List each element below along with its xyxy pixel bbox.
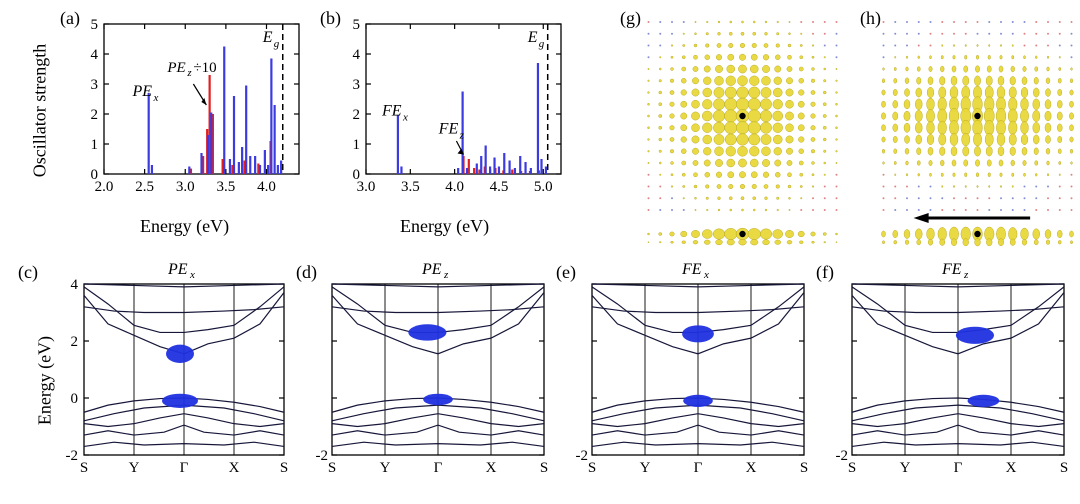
svg-text:0: 0 <box>71 391 79 407</box>
panel-h <box>875 20 1080 260</box>
letter-e: (e) <box>556 262 576 283</box>
svg-text:X: X <box>1006 460 1017 476</box>
letter-c: (c) <box>18 262 38 283</box>
svg-text:z: z <box>443 269 449 281</box>
svg-text:X: X <box>486 460 497 476</box>
svg-text:4.0: 4.0 <box>445 179 464 195</box>
svg-text:3.0: 3.0 <box>176 179 195 195</box>
svg-text:Y: Y <box>129 460 140 476</box>
svg-text:3.0: 3.0 <box>357 179 376 195</box>
svg-text:3.5: 3.5 <box>217 179 236 195</box>
xlabel-a: Energy (eV) <box>140 216 229 237</box>
svg-text:S: S <box>80 460 88 476</box>
svg-text:2: 2 <box>71 334 79 350</box>
svg-text:FE: FE <box>681 261 702 278</box>
panel-g <box>640 20 845 260</box>
svg-text:5: 5 <box>91 18 99 33</box>
svg-text:z: z <box>186 67 192 79</box>
svg-text:-2: -2 <box>836 448 849 464</box>
svg-text:2.0: 2.0 <box>95 179 114 195</box>
svg-text:E: E <box>527 29 538 46</box>
svg-text:S: S <box>848 460 856 476</box>
letter-d: (d) <box>296 262 317 283</box>
svg-text:5: 5 <box>353 18 361 33</box>
svg-text:2.5: 2.5 <box>135 179 154 195</box>
svg-text:4.0: 4.0 <box>257 179 276 195</box>
svg-text:2: 2 <box>353 107 361 123</box>
svg-text:PE: PE <box>167 261 188 278</box>
svg-text:FE: FE <box>941 261 962 278</box>
svg-text:-2: -2 <box>576 448 589 464</box>
svg-text:FE: FE <box>438 121 459 138</box>
svg-text:x: x <box>402 112 408 124</box>
panel-d: SYΓXS-2PEz <box>326 280 548 475</box>
svg-text:Γ: Γ <box>180 460 189 476</box>
svg-text:x: x <box>703 269 709 281</box>
svg-text:S: S <box>588 460 596 476</box>
svg-text:1: 1 <box>91 137 99 153</box>
svg-text:4: 4 <box>353 47 361 63</box>
panel-a: 0123452.02.53.03.54.0EgPExPEz÷10 <box>70 18 305 198</box>
svg-text:Γ: Γ <box>694 460 703 476</box>
svg-text:S: S <box>280 460 288 476</box>
svg-text:S: S <box>800 460 808 476</box>
svg-text:3: 3 <box>353 77 361 93</box>
panel-e: SYΓXS-2FEx <box>586 280 808 475</box>
svg-text:PE: PE <box>131 83 152 100</box>
svg-text:S: S <box>540 460 548 476</box>
svg-text:FE: FE <box>381 103 402 120</box>
ylabel-energy: Energy (eV) <box>35 291 56 471</box>
svg-text:4: 4 <box>71 277 79 293</box>
svg-text:Y: Y <box>900 460 911 476</box>
panel-b: 0123453.03.54.04.55.0EgFExFEz <box>332 18 567 198</box>
svg-text:-2: -2 <box>316 448 329 464</box>
svg-text:-2: -2 <box>66 448 79 464</box>
svg-text:Y: Y <box>380 460 391 476</box>
svg-text:÷10: ÷10 <box>193 60 216 76</box>
xlabel-b: Energy (eV) <box>400 216 489 237</box>
svg-text:E: E <box>262 29 273 46</box>
svg-text:g: g <box>539 38 545 50</box>
svg-text:z: z <box>963 269 969 281</box>
svg-text:Y: Y <box>640 460 651 476</box>
svg-text:4.5: 4.5 <box>490 179 509 195</box>
svg-text:z: z <box>459 130 465 142</box>
svg-text:1: 1 <box>353 137 361 153</box>
svg-text:S: S <box>328 460 336 476</box>
svg-text:4: 4 <box>91 47 99 63</box>
letter-g: (g) <box>620 8 641 29</box>
svg-text:2: 2 <box>91 107 99 123</box>
letter-f: (f) <box>816 262 834 283</box>
svg-text:3: 3 <box>91 77 99 93</box>
svg-text:PE: PE <box>166 60 185 76</box>
svg-text:3.5: 3.5 <box>401 179 420 195</box>
panel-f: SYΓXS-2FEz <box>846 280 1068 475</box>
svg-text:X: X <box>746 460 757 476</box>
svg-text:S: S <box>1060 460 1068 476</box>
svg-text:g: g <box>274 38 280 50</box>
svg-text:x: x <box>152 92 158 104</box>
svg-text:Γ: Γ <box>954 460 963 476</box>
ylabel-oscillator: Oscillator strength <box>30 21 51 201</box>
svg-text:X: X <box>229 460 240 476</box>
svg-text:Γ: Γ <box>434 460 443 476</box>
panel-c: SYΓXS-2024PEx <box>66 280 288 475</box>
svg-text:x: x <box>189 269 195 281</box>
figure-root: Oscillator strength (a) 0123452.02.53.03… <box>0 0 1080 504</box>
svg-text:PE: PE <box>421 261 442 278</box>
svg-text:5.0: 5.0 <box>534 179 553 195</box>
